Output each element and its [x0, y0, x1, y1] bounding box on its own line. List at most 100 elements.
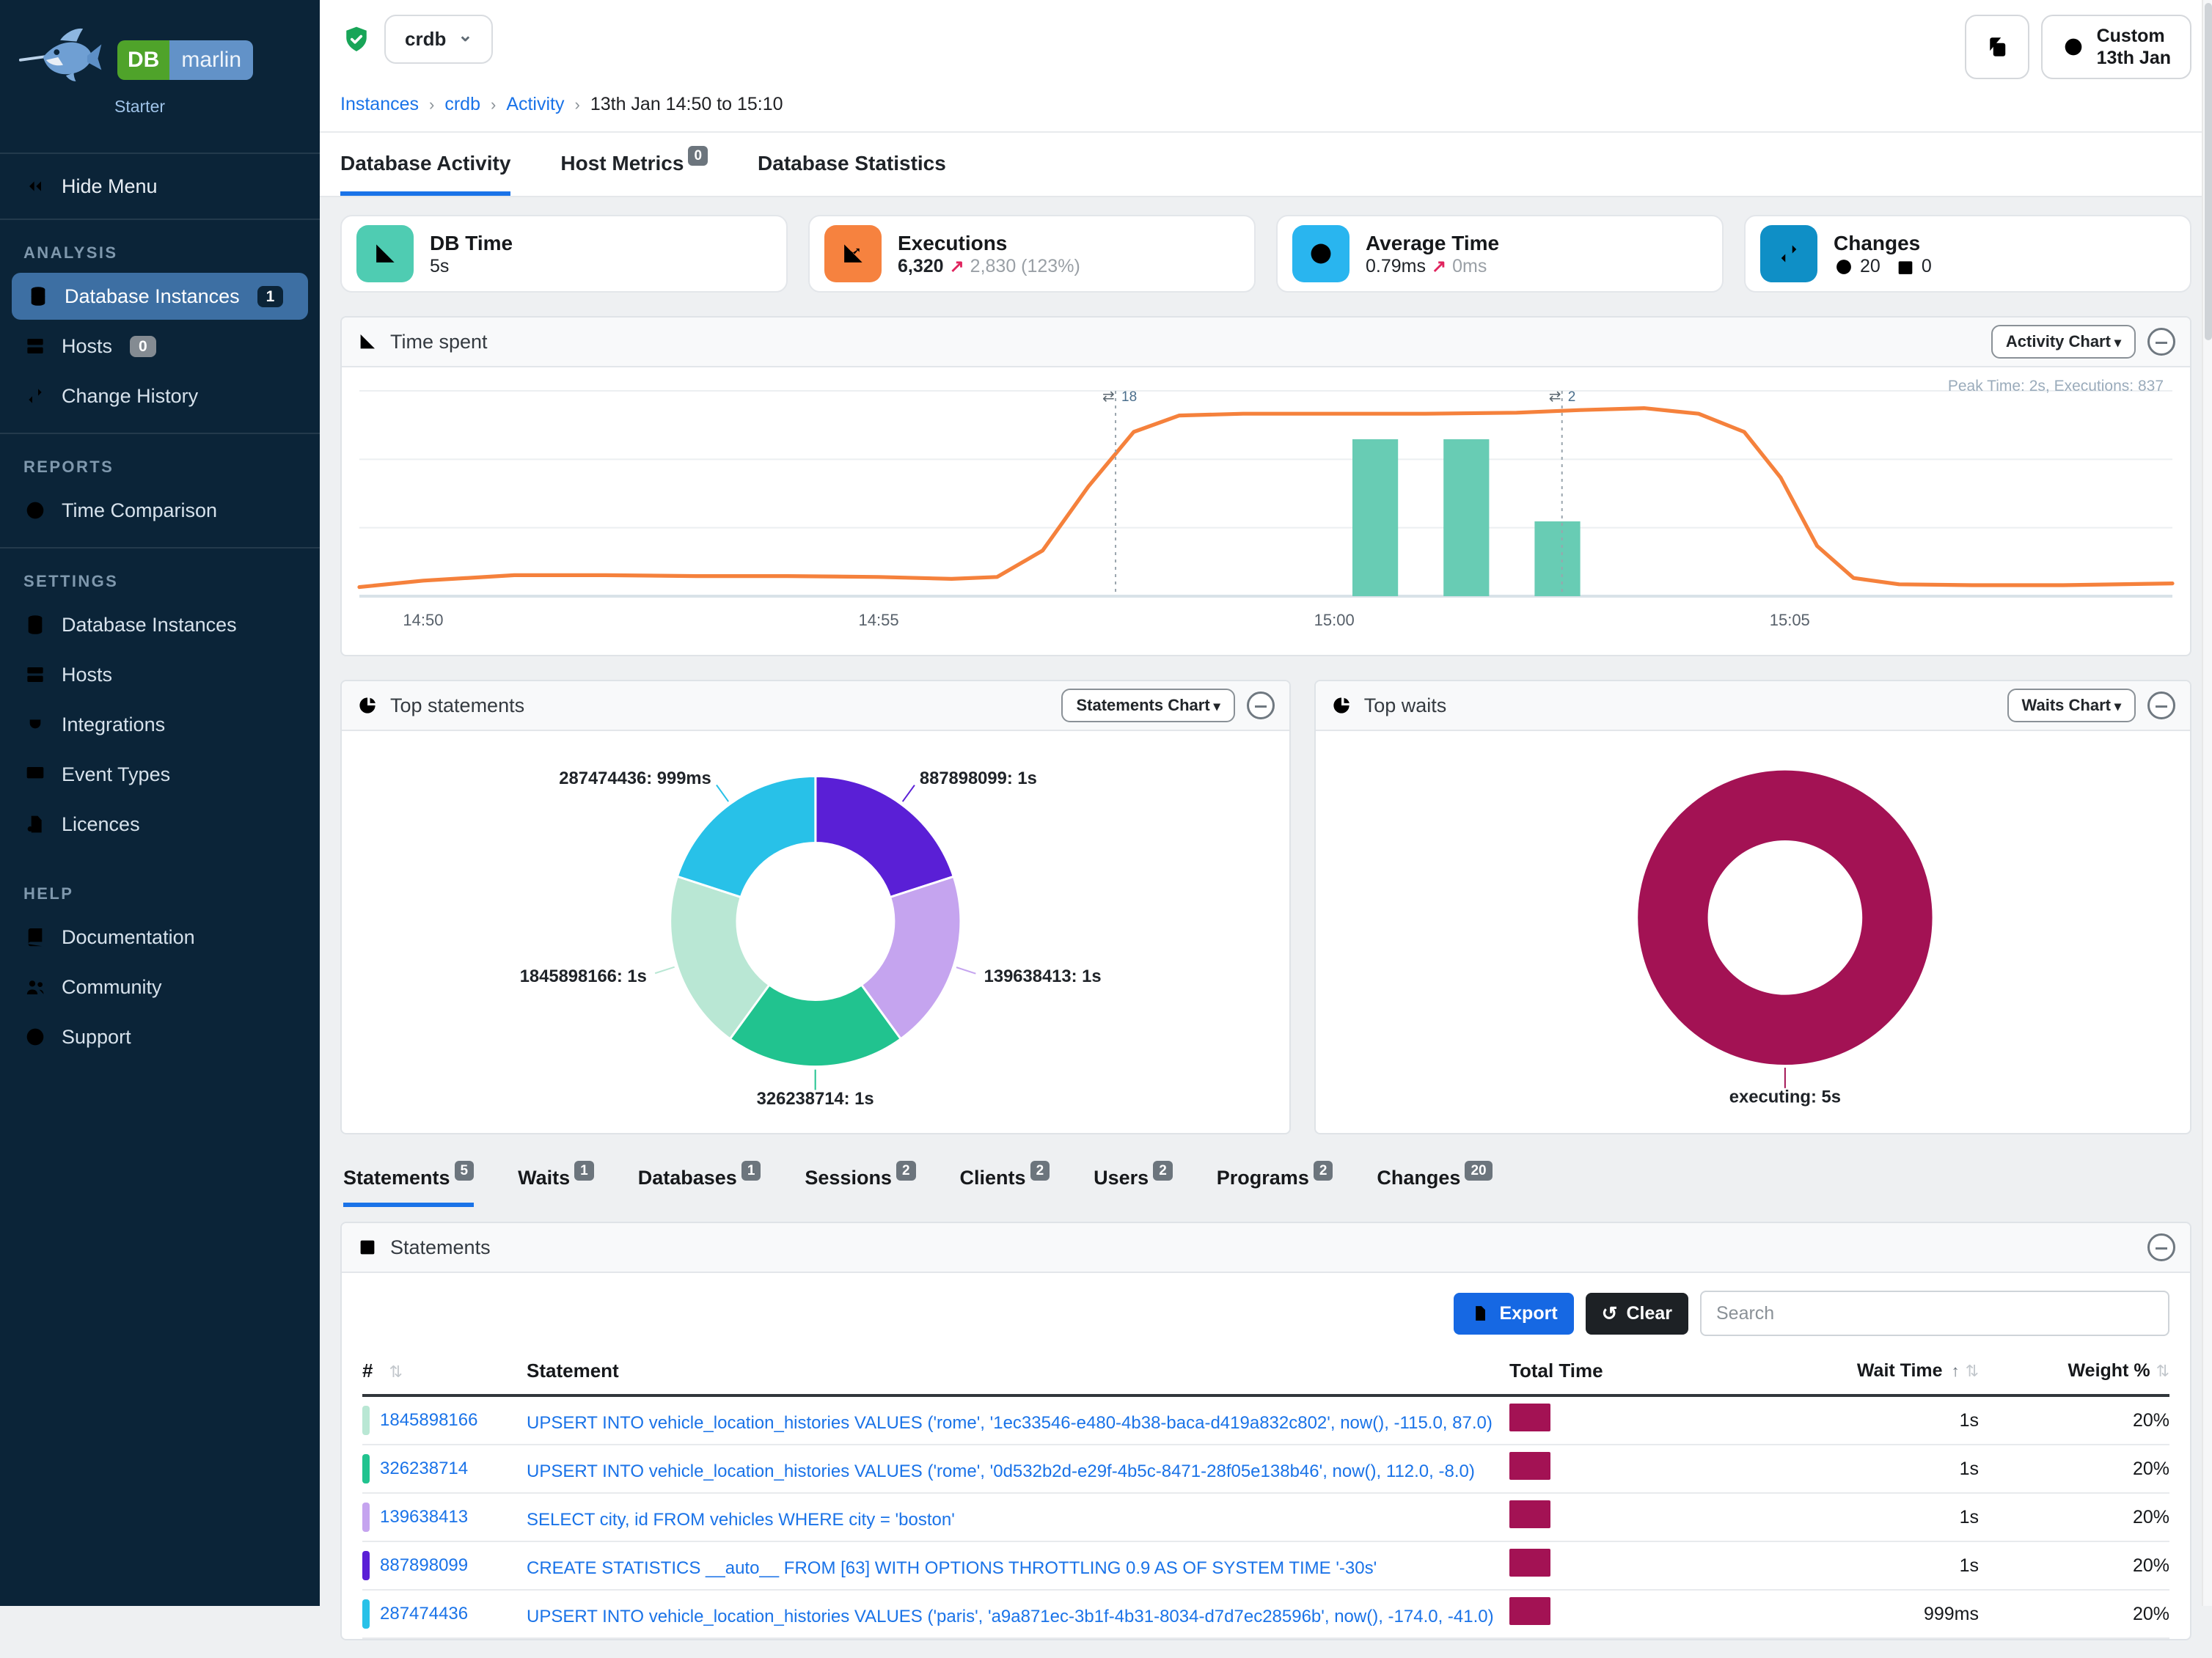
tab-database-activity[interactable]: Database Activity: [340, 152, 511, 196]
top-statements-donut-chart[interactable]: 887898099: 1s 139638413: 1s 326238714: 1s 1…: [342, 731, 1289, 1132]
tab-databases[interactable]: Databases 1: [638, 1161, 761, 1207]
pie-icon: [1330, 694, 1352, 716]
statement-text-link[interactable]: UPSERT INTO vehicle_location_histories V…: [527, 1412, 1493, 1433]
page-scrollbar[interactable]: [2202, 0, 2212, 1606]
divider: [0, 433, 320, 434]
section-title-analysis: ANALYSIS: [23, 243, 118, 262]
tab-host-metrics[interactable]: Host Metrics 0: [560, 146, 708, 196]
tab-waits[interactable]: Waits 1: [518, 1161, 594, 1207]
collapse-panel-button[interactable]: [2147, 692, 2175, 719]
sidebar-item-event-types[interactable]: Event Types: [0, 749, 320, 799]
count-badge: 1: [574, 1161, 594, 1181]
column-header-statement[interactable]: Statement: [527, 1360, 619, 1382]
topbar: crdb Custom 13th Jan Instances ›: [320, 0, 2212, 197]
time-range-button[interactable]: Custom 13th Jan: [2040, 15, 2191, 79]
hide-menu-button[interactable]: Hide Menu: [0, 154, 320, 219]
clock-icon: [2062, 35, 2085, 59]
statement-id-link[interactable]: 287474436: [380, 1604, 469, 1624]
waits-chart-selector[interactable]: Waits Chart: [2007, 689, 2136, 722]
statement-id-link[interactable]: 1845898166: [380, 1410, 478, 1431]
sidebar-item-hosts-settings[interactable]: Hosts: [0, 650, 320, 700]
clear-button[interactable]: ↺ Clear: [1585, 1292, 1688, 1335]
count-badge: 0: [130, 335, 156, 357]
collapse-panel-button[interactable]: [2147, 328, 2175, 356]
sidebar-item-hosts[interactable]: Hosts 0: [0, 321, 320, 371]
sidebar-item-community[interactable]: Community: [0, 962, 320, 1012]
sidebar-item-label: Integrations: [62, 713, 166, 736]
statement-text-link[interactable]: UPSERT INTO vehicle_location_histories V…: [527, 1461, 1475, 1481]
tab-database-statistics[interactable]: Database Statistics: [758, 152, 946, 196]
time-spent-chart-area[interactable]: Peak Time: 2s, Executions: 837 ⇄ 18 ⇄ 2 14:5…: [342, 367, 2190, 655]
tab-sessions[interactable]: Sessions 2: [805, 1161, 916, 1207]
brand: DB marlin Starter: [0, 0, 320, 153]
top-statements-panel: Top statements Statements Chart 88789809…: [340, 680, 1291, 1135]
card-title: Average Time: [1366, 232, 1500, 254]
statement-text-link[interactable]: SELECT city, id FROM vehicles WHERE city…: [527, 1509, 955, 1530]
count-badge: 1: [257, 285, 284, 307]
breadcrumb-separator: ›: [490, 95, 497, 114]
statement-id-link[interactable]: 887898099: [380, 1555, 469, 1576]
card-delta: 0ms: [1452, 256, 1487, 276]
instance-selector-button[interactable]: crdb: [384, 15, 494, 64]
tab-users[interactable]: Users 2: [1094, 1161, 1173, 1207]
clock-icon: [1292, 225, 1349, 282]
statement-text-link[interactable]: UPSERT INTO vehicle_location_histories V…: [527, 1606, 1494, 1626]
collapse-panel-button[interactable]: [1246, 692, 1275, 719]
sidebar-item-integrations[interactable]: Integrations: [0, 700, 320, 749]
tab-statements[interactable]: Statements 5: [343, 1161, 475, 1208]
breadcrumb-instances[interactable]: Instances: [340, 94, 420, 114]
table-toolbar: Export ↺ Clear: [342, 1273, 2190, 1351]
statements-chart-selector[interactable]: Statements Chart: [1061, 689, 1235, 722]
trend-up-icon: [1432, 256, 1446, 277]
top-waits-donut-chart[interactable]: executing: 5s: [1316, 731, 2190, 1133]
svg-text:139638413: 1s: 139638413: 1s: [984, 966, 1102, 986]
tab-clients[interactable]: Clients 2: [960, 1161, 1050, 1207]
search-input[interactable]: [1700, 1291, 2169, 1337]
tab-changes[interactable]: Changes 20: [1377, 1161, 1493, 1207]
svg-text:287474436: 999ms: 287474436: 999ms: [559, 769, 711, 788]
sidebar-item-label: Licences: [62, 813, 140, 835]
collapse-panel-button[interactable]: [2147, 1233, 2175, 1262]
total-time-bar: [1509, 1452, 1550, 1481]
scrollbar-thumb[interactable]: [2205, 3, 2212, 340]
sidebar-item-database-instances[interactable]: Database Instances 1: [12, 273, 308, 320]
svg-text:18: 18: [1121, 389, 1137, 405]
column-header-total-time[interactable]: Total Time: [1509, 1360, 1603, 1382]
card-value: 0.79ms: [1366, 256, 1426, 276]
community-icon: [23, 975, 47, 999]
sidebar-item-documentation[interactable]: Documentation: [0, 912, 320, 962]
line-chart-icon: [824, 225, 882, 282]
wait-time-value: 999ms: [1923, 1603, 1979, 1624]
divider: [0, 153, 320, 154]
statement-text-link[interactable]: CREATE STATISTICS __auto__ FROM [63] WIT…: [527, 1558, 1377, 1578]
database-icon: [26, 285, 50, 308]
statement-id-link[interactable]: 326238714: [380, 1459, 469, 1479]
copy-link-button[interactable]: [1964, 15, 2029, 79]
sidebar-item-time-comparison[interactable]: Time Comparison: [0, 485, 320, 535]
sidebar-item-database-instances-settings[interactable]: Database Instances: [0, 600, 320, 650]
breadcrumb: Instances › crdb › Activity › 13th Jan 14:5…: [340, 79, 2191, 131]
calendar-change-count: 0: [1921, 256, 1932, 276]
sidebar-item-support[interactable]: Support: [0, 1012, 320, 1062]
column-header-weight[interactable]: Weight %: [1979, 1360, 2169, 1382]
count-badge: 5: [454, 1161, 475, 1181]
sidebar-item-change-history[interactable]: Change History: [0, 371, 320, 421]
tab-programs[interactable]: Programs 2: [1217, 1161, 1333, 1207]
svg-text:⇄: ⇄: [1549, 389, 1561, 405]
change-history-icon: [23, 384, 47, 408]
charts-row: Top statements Statements Chart 88789809…: [340, 680, 2191, 1135]
table-row: 887898099 CREATE STATISTICS __auto__ FRO…: [362, 1542, 2169, 1591]
metric-cards-row: DB Time 5s Executions 6,320 2,830 (123%): [340, 215, 2191, 293]
sidebar-item-licences[interactable]: Licences: [0, 799, 320, 849]
content: DB Time 5s Executions 6,320 2,830 (123%): [320, 197, 2212, 1658]
column-header-wait-time[interactable]: Wait Time: [1671, 1360, 1979, 1382]
column-header-id[interactable]: #: [362, 1360, 527, 1382]
export-button[interactable]: Export: [1454, 1292, 1574, 1335]
tab-label: Database Statistics: [758, 152, 946, 175]
breadcrumb-activity[interactable]: Activity: [506, 94, 565, 114]
activity-chart-selector[interactable]: Activity Chart: [1991, 325, 2136, 359]
count-badge: 0: [688, 146, 708, 166]
breadcrumb-crdb[interactable]: crdb: [444, 94, 480, 114]
statement-id-link[interactable]: 139638413: [380, 1507, 469, 1527]
svg-text:887898099: 1s: 887898099: 1s: [920, 769, 1037, 788]
